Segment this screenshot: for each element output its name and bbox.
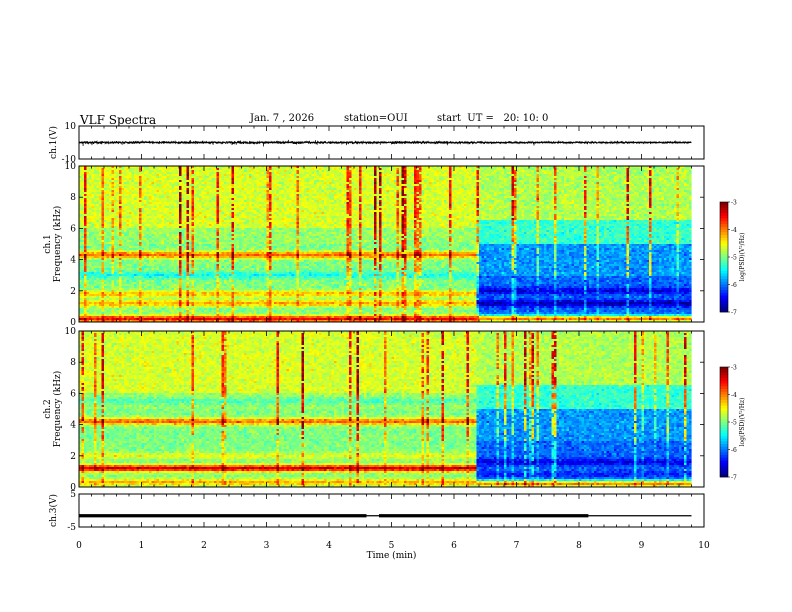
x-tick-label: 3 bbox=[264, 541, 270, 551]
colorbar-label: log(PSD)(V²/Hz) bbox=[739, 398, 746, 447]
ch1-spectrogram-colorbar: -3 -4 -5 -6 -7 log(PSD)(V²/Hz) bbox=[720, 200, 746, 317]
ch3-x-ticks bbox=[79, 494, 704, 527]
colorbar-tick-label: -5 bbox=[731, 255, 737, 262]
axis-label: Frequency (kHz) bbox=[52, 206, 63, 283]
y-tick-label: 4 bbox=[70, 256, 76, 266]
ch3-ylabel: ch.3(V) bbox=[48, 494, 59, 527]
axis-label: ch.2 bbox=[43, 399, 53, 418]
x-tick-label: 5 bbox=[389, 541, 395, 551]
ch1-spectrogram-ylabel: ch.1 Frequency (kHz) bbox=[43, 206, 63, 283]
colorbar-tick-label: -4 bbox=[731, 392, 737, 399]
ch1-waveform-line bbox=[79, 140, 691, 147]
y-tick-label: -5 bbox=[67, 523, 76, 533]
ch2-spectrogram-ylabel: ch.2 Frequency (kHz) bbox=[43, 371, 63, 448]
x-tick-label: 1 bbox=[139, 541, 145, 551]
y-tick-label: 5 bbox=[70, 490, 76, 500]
y-tick-label: 8 bbox=[70, 358, 76, 368]
y-tick-label: 10 bbox=[65, 122, 77, 132]
x-tick-label: 7 bbox=[514, 541, 520, 551]
axis-label: ch.1 bbox=[43, 234, 53, 253]
colorbar-tick-label: -5 bbox=[731, 420, 737, 427]
x-tick-label: 8 bbox=[576, 541, 582, 551]
x-axis-tick-labels: 0 1 2 3 4 5 6 7 8 9 10 bbox=[76, 541, 710, 551]
y-tick-label: 2 bbox=[70, 287, 76, 297]
x-tick-label: 9 bbox=[639, 541, 645, 551]
colorbar-tick-label: -7 bbox=[731, 475, 737, 482]
y-tick-label: 10 bbox=[65, 162, 77, 172]
x-tick-label: 2 bbox=[201, 541, 207, 551]
x-axis-label: Time (min) bbox=[367, 550, 417, 561]
x-tick-label: 6 bbox=[451, 541, 457, 551]
y-tick-label: 4 bbox=[70, 421, 76, 431]
y-tick-label: 6 bbox=[70, 389, 76, 399]
y-tick-label: 10 bbox=[65, 327, 77, 337]
ch2-spectrogram-cells bbox=[79, 331, 692, 487]
colorbar-label: log(PSD)(V²/Hz) bbox=[739, 233, 746, 282]
colorbar-tick-label: -3 bbox=[731, 200, 737, 207]
y-tick-label: 2 bbox=[70, 452, 76, 462]
colorbar-tick-label: -6 bbox=[731, 282, 737, 289]
colorbar-tick-label: -7 bbox=[731, 310, 737, 317]
ch2-spectrogram-colorbar: -3 -4 -5 -6 -7 log(PSD)(V²/Hz) bbox=[720, 365, 746, 482]
ch1-spectrogram-cells bbox=[79, 166, 692, 322]
axis-label: ch.1(V) bbox=[48, 126, 59, 159]
axis-label: ch.3(V) bbox=[48, 494, 59, 527]
axis-label: Frequency (kHz) bbox=[52, 371, 63, 448]
x-tick-label: 0 bbox=[76, 541, 82, 551]
ch1-ylabel: ch.1(V) bbox=[48, 126, 59, 159]
x-tick-label: 4 bbox=[326, 541, 332, 551]
colorbar-tick-label: -4 bbox=[731, 227, 737, 234]
x-tick-label: 10 bbox=[698, 541, 710, 551]
y-tick-label: 6 bbox=[70, 224, 76, 234]
y-tick-label: 8 bbox=[70, 193, 76, 203]
colorbar-tick-label: -3 bbox=[731, 365, 737, 372]
colorbar-tick-label: -6 bbox=[731, 447, 737, 454]
